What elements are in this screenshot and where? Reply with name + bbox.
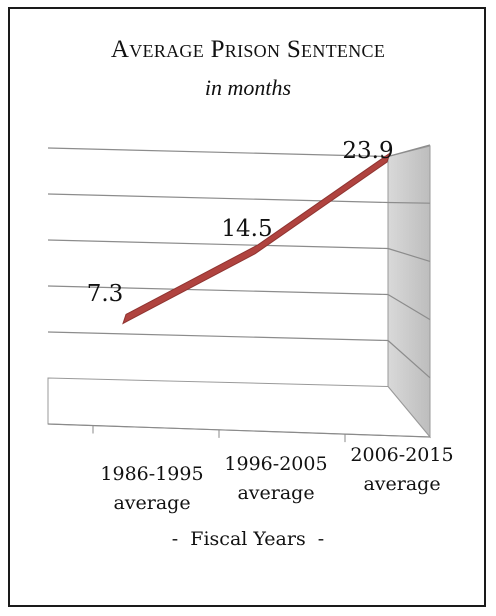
gridline — [47, 331, 389, 342]
chart-series — [122, 151, 391, 325]
gridline-side — [387, 340, 431, 379]
x-axis-title-dash-right: - — [317, 528, 325, 550]
chart-data-labels: 7.3 14.5 23.9 — [87, 138, 394, 307]
x-axis-title-text: Fiscal Years — [190, 528, 306, 550]
gridline — [47, 285, 389, 296]
chart-subtitle: in months — [204, 75, 292, 100]
gridline — [47, 239, 389, 250]
x-axis-line — [47, 423, 431, 438]
data-label: 7.3 — [87, 281, 124, 307]
data-label: 23.9 — [342, 138, 393, 164]
x-axis-title-dash-left: - — [171, 528, 179, 550]
gridline-side — [387, 293, 431, 321]
data-label: 14.5 — [221, 216, 272, 242]
x-tick-label: average — [113, 492, 190, 514]
gridline — [47, 147, 389, 158]
floor — [47, 377, 432, 438]
x-tick-label: average — [363, 473, 440, 495]
chart-x-ticks: 1986-1995 average 1996-2005 average 2006-201… — [92, 425, 454, 514]
x-axis-title: - Fiscal Years - — [0, 528, 496, 550]
gridline-side — [387, 201, 431, 204]
chart-gridlines — [47, 144, 431, 379]
series-line-ribbon — [122, 151, 391, 325]
x-tick-label: 1986-1995 — [100, 463, 203, 485]
chart-title: Average Prison Sentence — [110, 36, 386, 63]
x-tick-label: 2006-2015 — [350, 444, 453, 466]
chart-walls — [47, 145, 432, 439]
x-tick-label: 1996-2005 — [224, 453, 327, 475]
gridline-side — [387, 247, 431, 262]
x-tick-label: average — [237, 482, 314, 504]
gridline-side — [387, 144, 431, 158]
